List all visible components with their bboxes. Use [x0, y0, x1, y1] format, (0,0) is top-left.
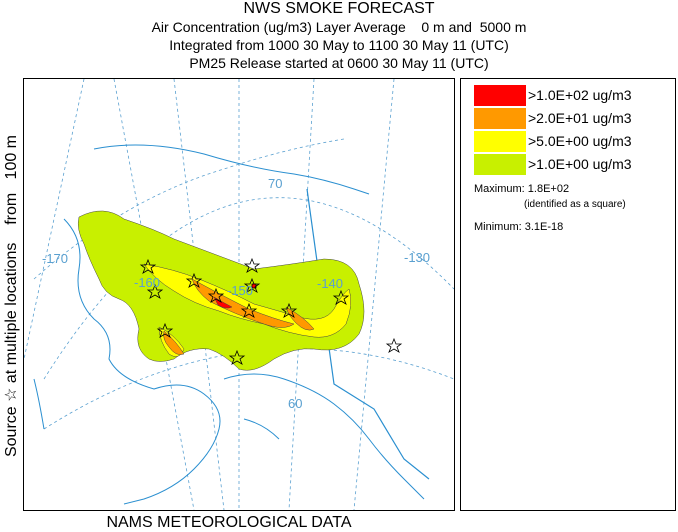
coastline [33, 144, 425, 505]
lat-label-70: 70 [268, 176, 282, 191]
legend-label-1: >1.0E+00 ug/m3 [528, 156, 632, 172]
plume-level-20 [191, 278, 295, 328]
legend-label-5: >5.0E+00 ug/m3 [528, 133, 632, 149]
legend-swatch-100 [474, 85, 526, 106]
lon-label-150: -150 [227, 283, 253, 298]
lon-label-170: -170 [42, 251, 68, 266]
plume-patch-20b [285, 306, 315, 331]
lat-label-60: 60 [288, 396, 302, 411]
lon-label-130: -130 [404, 250, 430, 265]
legend-panel: >1.0E+02 ug/m3 >2.0E+01 ug/m3 >5.0E+00 u… [460, 78, 676, 511]
data-source-label: NAMS METEOROLOGICAL DATA [106, 514, 352, 531]
lon-label-160: -160 [134, 275, 160, 290]
legend-label-20: >2.0E+01 ug/m3 [528, 110, 632, 126]
integration-period: Integrated from 1000 30 May to 1100 30 M… [169, 37, 509, 53]
minimum-value: Minimum: 3.1E-18 [474, 221, 564, 233]
legend-label-100: >1.0E+02 ug/m3 [528, 87, 632, 103]
plume-patch-20 [163, 330, 185, 355]
smoke-map[interactable]: -170 -160 -150 -140 -130 70 60 [23, 78, 455, 511]
concentration-subtitle: Air Concentration (ug/m3) Layer Average … [151, 19, 527, 35]
map-canvas: -170 -160 -150 -140 -130 70 60 [24, 79, 454, 510]
legend-swatch-20 [474, 108, 526, 129]
legend-swatch-5 [474, 131, 526, 152]
maximum-value: Maximum: 1.8E+02 [474, 183, 570, 195]
maximum-note: (identified as a square) [524, 199, 626, 210]
source-markers [139, 257, 403, 365]
lon-label-140: -140 [317, 276, 343, 291]
release-time: PM25 Release started at 0600 30 May 11 (… [189, 55, 489, 71]
legend-swatch-1 [474, 154, 526, 175]
forecast-title: NWS SMOKE FORECAST [243, 0, 435, 17]
source-location-label: Source ☆ at multiple locations from 100 … [3, 134, 20, 458]
